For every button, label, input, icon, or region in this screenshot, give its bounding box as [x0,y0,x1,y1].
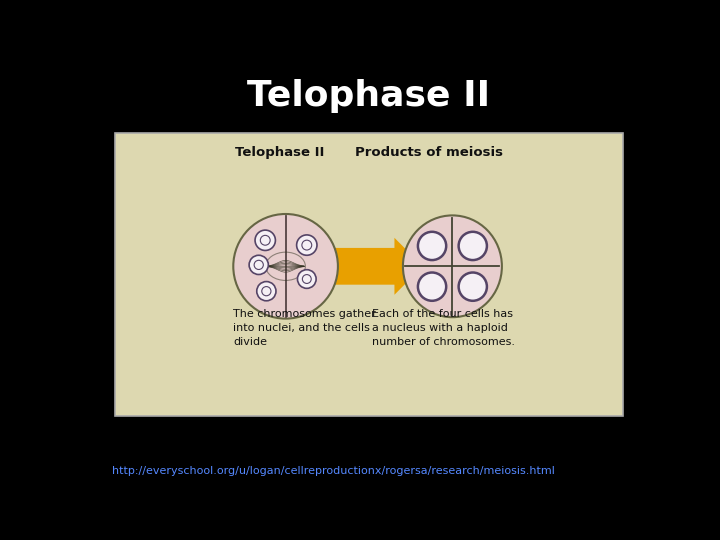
Text: http://everyschool.org/u/logan/cellreproductionx/rogersa/research/meiosis.html: http://everyschool.org/u/logan/cellrepro… [112,467,555,476]
Bar [115,133,623,416]
Text: Telophase II: Telophase II [248,79,490,113]
